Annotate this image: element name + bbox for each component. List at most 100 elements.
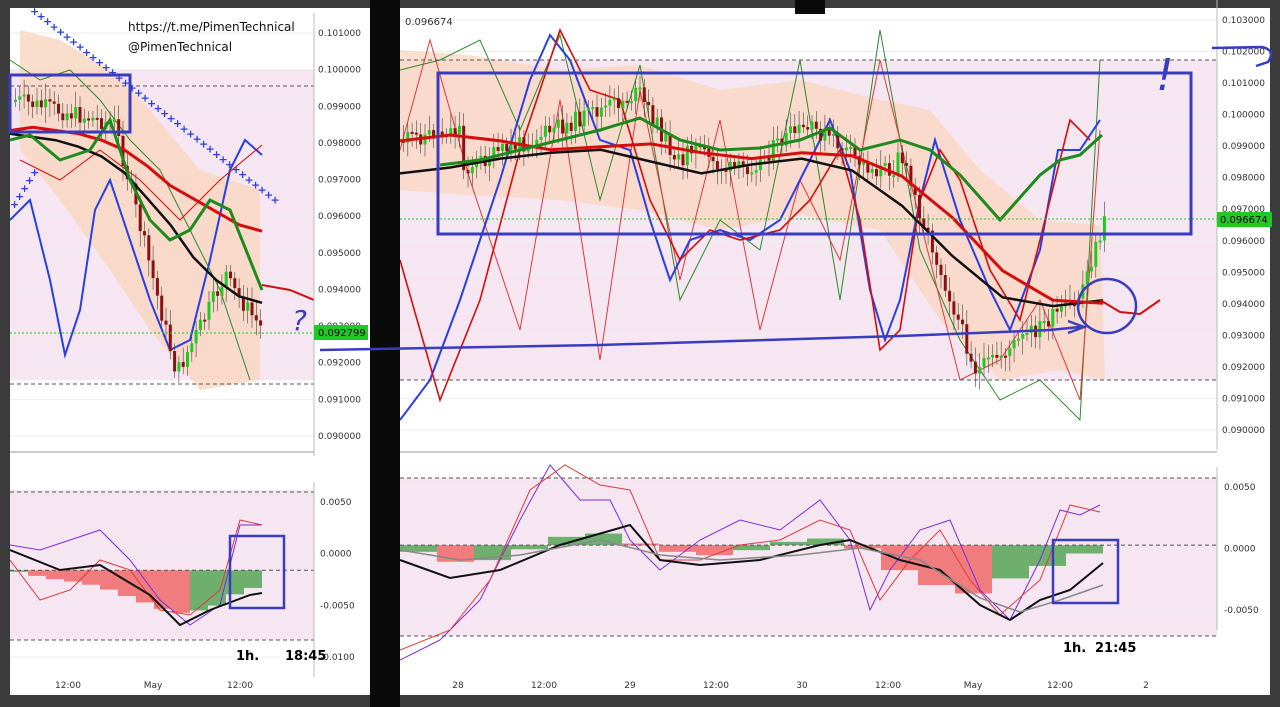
y-tick-label: 0.097000 [318,176,361,186]
candle-body [427,130,431,135]
candle-body [844,147,848,151]
y-tick-label: 0.095000 [318,249,361,259]
candle-body [52,101,56,104]
left-psar-markers: ++++++++++++++++++++++++++++++++++++++++… [10,8,280,211]
candle-body [569,122,573,131]
candle-body [836,133,840,149]
y-tick-label: 0.102000 [1222,48,1265,58]
candle-body [827,128,831,136]
candle-body [173,351,177,372]
psar-marker: + [37,10,46,23]
candle-body [61,113,65,121]
candle-body [608,99,612,106]
x-tick-label: May [144,681,163,691]
candle-body [479,155,483,159]
right-time-axis: 28 12:00 29 12:00 30 12:00 May 12:00 2 [452,681,1149,691]
candle-body [513,144,517,150]
y-tick-label: 0.091000 [318,395,361,405]
ma-series-line [10,125,263,233]
candle-body [952,301,956,315]
osc-histogram-bar [100,570,118,590]
connector-arrow-line [319,325,1081,352]
psar-marker: + [271,194,280,207]
candle-body [449,128,453,137]
candle-body [625,100,629,103]
candle-body [470,167,474,174]
psar-marker: + [63,31,72,44]
candle-body [737,161,741,169]
candle-body [655,117,659,126]
candle-body [935,252,939,265]
candle-body [1029,325,1033,334]
psar-marker: + [121,76,130,89]
candle-body [733,161,737,169]
psar-marker: + [89,51,98,64]
left-last-price-label: 0.092799 [318,328,366,339]
x-tick-label: 29 [624,681,636,691]
osc-histogram-bar [82,570,100,585]
candle-body [26,94,30,102]
y-tick-label: 0.101000 [318,29,361,39]
psar-marker: + [212,148,221,161]
candle-body [849,146,853,149]
left-price-panel: ++++++++++++++++++++++++++++++++++++++++… [8,8,368,456]
candle-body [883,163,887,166]
candle-body [237,288,241,297]
candle-body [909,165,913,186]
psar-marker: + [154,102,163,115]
candle-body [578,111,582,127]
right-stoch-red-line [400,27,1091,403]
candle-body [44,99,48,108]
candle-body [1055,308,1059,312]
x-tick-label: 12:00 [531,681,557,691]
psar-marker: + [232,163,241,176]
candle-body [870,169,874,173]
candle-body [750,172,754,175]
candle-body [918,194,921,219]
candle-body [857,156,861,165]
candle-body [582,110,586,127]
right-osc-gray-line [400,539,1104,613]
candle-body [651,105,655,126]
candle-body [599,107,603,117]
candle-body [1016,338,1020,341]
candle-body [741,161,745,167]
left-last-price-tag [314,325,368,340]
psar-marker: + [82,46,91,59]
osc-histogram-bar [118,570,136,596]
candle-body [784,133,788,146]
candle-body [887,163,891,176]
candle-body [1085,271,1089,285]
right-osc-annotation-box [1051,538,1120,605]
osc-histogram-bar [10,570,28,572]
psar-marker: + [25,174,34,187]
candle-body [117,119,121,136]
candle-body [22,94,26,97]
candle-body [39,100,43,108]
psar-marker: + [258,184,267,197]
candle-body [74,106,78,119]
right-annotation-box [436,71,1193,236]
candle-body [155,278,159,296]
osc-histogram-bar [172,570,190,613]
right-osc-red-line [400,464,1101,651]
ma-series-line [400,133,1104,305]
candle-body [621,100,625,109]
candle-body [638,87,642,90]
candle-body [814,121,818,129]
candle-body [819,128,823,141]
y-tick-label: 0.096000 [318,212,361,222]
candle-body [943,275,947,291]
psar-marker: + [180,122,189,135]
candle-body [1098,240,1102,243]
candle-body [956,314,960,320]
candle-body [440,131,444,135]
price-level-annotation [1211,45,1273,68]
candle-body [250,302,254,316]
right-red-projection [1099,299,1161,316]
osc-histogram-bar [844,545,881,549]
candle-body [913,185,917,195]
watermark-link: https://t.me/PimenTechnical [128,20,295,34]
candle-body [246,302,250,311]
psar-marker: + [20,182,29,195]
